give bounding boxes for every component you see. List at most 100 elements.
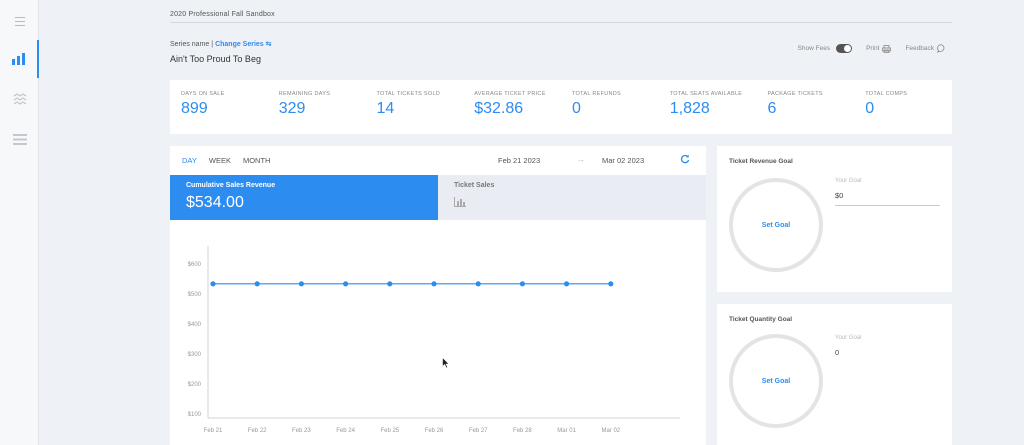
active-tab-caret: [302, 243, 310, 249]
stat-value: 6: [767, 100, 777, 117]
feedback-button[interactable]: Feedback: [905, 44, 946, 53]
bar-chart-icon: [454, 197, 466, 207]
data-point: [475, 281, 481, 287]
stat-total-refunds: TOTAL REFUNDS 0: [561, 80, 659, 134]
date-to-input[interactable]: Mar 02 2023: [602, 156, 645, 165]
y-tick-label: $200: [188, 382, 202, 388]
goal-ring: Set Goal: [729, 178, 823, 272]
stat-value: $32.86: [474, 100, 524, 117]
data-point: [298, 281, 304, 287]
print-icon: [882, 44, 892, 53]
x-tick-label: Feb 21: [204, 428, 223, 434]
data-point: [210, 281, 216, 287]
x-tick-label: Feb 22: [248, 428, 267, 434]
print-button[interactable]: Print: [866, 44, 892, 53]
range-tabs: DAY WEEK MONTH: [182, 156, 270, 165]
date-from-input[interactable]: Feb 21 2023: [498, 156, 541, 165]
top-actions: Show Fees Print Feedback: [798, 44, 946, 53]
sales-chart-card: DAY WEEK MONTH Feb 21 2023 → Mar 02 2023…: [170, 146, 706, 445]
stat-value: 0: [572, 100, 581, 117]
goal-value-input[interactable]: 0: [835, 348, 840, 357]
stat-label: PACKAGE TICKETS: [767, 91, 823, 97]
series-label: Series name |: [170, 40, 214, 48]
x-tick-label: Feb 25: [380, 428, 399, 434]
goal-value-input[interactable]: $0: [835, 191, 844, 200]
revenue-line-chart: $100 $200 $300 $400 $500 $600 Feb 21 Feb 22 Feb …: [188, 246, 680, 434]
tab-day[interactable]: DAY: [182, 156, 197, 165]
stat-package-tickets: PACKAGE TICKETS 6: [757, 80, 855, 134]
metric-label: Ticket Sales: [454, 182, 495, 189]
data-point: [608, 281, 614, 287]
mouse-cursor-icon: [442, 357, 450, 369]
stat-label: TOTAL REFUNDS: [572, 91, 622, 97]
stat-value: 14: [376, 100, 395, 117]
data-point: [343, 281, 349, 287]
sidebar: [0, 0, 39, 445]
list-icon[interactable]: [0, 120, 39, 158]
y-tick-label: $600: [188, 262, 202, 268]
data-point: [564, 281, 570, 287]
metric-value: $534.00: [186, 194, 244, 211]
header-divider: [170, 22, 952, 23]
data-point: [254, 281, 260, 287]
x-tick-label: Feb 27: [469, 428, 488, 434]
y-tick-label: $300: [188, 352, 202, 358]
show-fees-toggle[interactable]: Show Fees: [798, 44, 853, 53]
toggle-switch[interactable]: [836, 44, 853, 53]
tab-month[interactable]: MONTH: [242, 156, 271, 165]
org-name: 2020 Professional Fall Sandbox: [170, 11, 275, 18]
menu-icon[interactable]: [0, 2, 39, 40]
ticket-sales-tab[interactable]: Ticket Sales: [438, 175, 706, 220]
your-goal-label: Your Goal: [835, 178, 862, 184]
stat-total-comps: TOTAL COMPS 0: [854, 80, 952, 134]
stat-label: DAYS ON SALE: [181, 91, 225, 97]
stat-seats-available: TOTAL SEATS AVAILABLE 1,828: [659, 80, 757, 134]
print-label: Print: [866, 45, 880, 52]
x-tick-label: Mar 01: [557, 428, 576, 434]
goal-ring: Set Goal: [729, 334, 823, 428]
stat-remaining-days: REMAINING DAYS 329: [268, 80, 366, 134]
set-goal-button[interactable]: Set Goal: [761, 377, 791, 385]
series-row: Series name | Change Series ⇆: [170, 40, 272, 49]
y-tick-label: $100: [188, 412, 202, 418]
seating-icon[interactable]: [0, 80, 39, 118]
goal-title: Ticket Quantity Goal: [729, 316, 793, 323]
data-point: [387, 281, 393, 287]
stat-label: REMAINING DAYS: [278, 91, 331, 97]
your-goal-label: Your Goal: [835, 335, 862, 341]
goal-title: Ticket Revenue Goal: [729, 158, 793, 165]
swap-icon: ⇆: [265, 41, 272, 48]
set-goal-button[interactable]: Set Goal: [761, 221, 791, 229]
x-tick-label: Feb 23: [292, 428, 311, 434]
chat-icon: [937, 44, 945, 53]
arrow-right-icon: →: [576, 154, 585, 164]
x-tick-label: Feb 28: [513, 428, 532, 434]
x-tick-label: Feb 26: [425, 428, 444, 434]
data-point: [431, 281, 437, 287]
stat-value: 329: [278, 100, 306, 117]
goal-underline: [835, 205, 940, 206]
stat-tickets-sold: TOTAL TICKETS SOLD 14: [366, 80, 464, 134]
stat-value: 1,828: [669, 100, 710, 117]
y-tick-label: $400: [188, 322, 202, 328]
stat-avg-ticket-price: AVERAGE TICKET PRICE $32.86: [463, 80, 561, 134]
stat-label: TOTAL SEATS AVAILABLE: [669, 91, 743, 97]
stat-label: TOTAL COMPS: [865, 91, 908, 97]
stat-value: 899: [181, 100, 208, 117]
analytics-icon[interactable]: [0, 40, 39, 78]
cumulative-revenue-tab[interactable]: Cumulative Sales Revenue $534.00: [170, 175, 438, 249]
stat-value: 0: [865, 100, 875, 117]
x-tick-label: Feb 24: [336, 428, 355, 434]
stat-label: TOTAL TICKETS SOLD: [376, 91, 441, 97]
x-tick-label: Mar 02: [601, 428, 620, 434]
refresh-icon[interactable]: [680, 154, 690, 164]
stats-bar: DAYS ON SALE 899 REMAINING DAYS 329 TOTA…: [170, 80, 952, 134]
change-series-label: Change Series: [215, 41, 264, 48]
change-series-link[interactable]: Change Series ⇆: [215, 40, 271, 48]
revenue-goal-card: Ticket Revenue Goal Set Goal Your Goal $…: [717, 146, 952, 292]
event-title: Ain't Too Proud To Beg: [170, 54, 261, 64]
stat-days-on-sale: DAYS ON SALE 899: [170, 80, 268, 134]
tab-week[interactable]: WEEK: [208, 156, 231, 165]
y-tick-label: $500: [188, 292, 202, 298]
show-fees-label: Show Fees: [797, 45, 831, 52]
